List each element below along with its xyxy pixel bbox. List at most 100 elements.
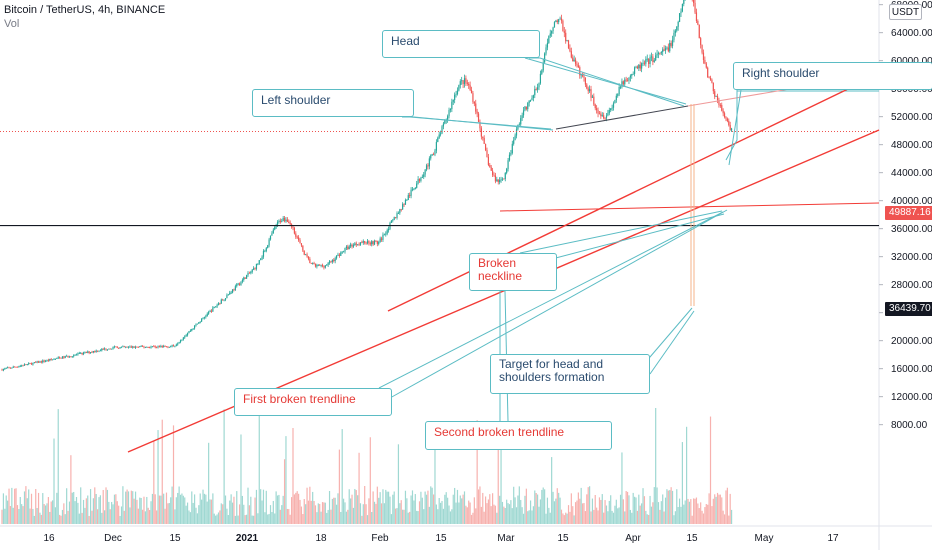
price-candle <box>50 359 52 360</box>
volume-bar <box>352 507 355 524</box>
volume-bar <box>343 498 345 524</box>
price-candle <box>149 346 151 348</box>
volume-bar <box>347 509 349 524</box>
price-candle <box>641 63 643 69</box>
volume-bar <box>219 510 221 524</box>
volume-bar <box>317 503 319 524</box>
price-candle <box>618 87 620 95</box>
currency-button[interactable]: USDT <box>889 4 922 20</box>
price-candle <box>104 348 106 350</box>
volume-bar <box>431 487 433 524</box>
price-candle <box>507 160 509 169</box>
price-candle <box>313 263 315 264</box>
price-candle <box>150 346 152 348</box>
price-candle <box>642 62 644 64</box>
volume-bar <box>500 431 502 524</box>
price-candle <box>343 251 345 253</box>
price-candle <box>88 351 90 353</box>
volume-bar <box>603 512 605 524</box>
price-candle <box>358 244 360 246</box>
price-candle <box>102 348 104 350</box>
volume-bar <box>614 505 616 524</box>
volume-bar <box>293 494 295 524</box>
left-shoulder-annotation[interactable]: Left shoulder <box>252 89 414 117</box>
x-tick-label: 17 <box>827 533 839 544</box>
volume-bar <box>275 491 277 524</box>
price-candle <box>622 81 624 85</box>
volume-bar <box>361 515 363 524</box>
price-candle <box>158 346 161 347</box>
volume-bar <box>130 490 132 524</box>
volume-bar <box>63 503 65 524</box>
price-candle <box>327 262 329 265</box>
volume-bar <box>677 506 679 524</box>
volume-bar <box>75 497 78 524</box>
price-candle <box>636 66 639 69</box>
y-tick-label: 48000.00 <box>891 140 932 151</box>
volume-bar <box>283 459 286 524</box>
volume-bar <box>451 509 453 524</box>
volume-bar <box>639 505 641 524</box>
volume-bar <box>278 494 280 524</box>
price-candle <box>37 361 40 363</box>
y-tick-label: 40000.00 <box>891 196 932 207</box>
price-candle <box>224 298 227 300</box>
price-candle <box>414 187 416 189</box>
volume-bar <box>532 506 534 524</box>
volume-bar <box>70 455 72 524</box>
volume-bar <box>621 452 623 524</box>
broken-neckline-annotation[interactable]: Broken neckline <box>469 253 557 291</box>
right-shoulder-annotation[interactable]: Right shoulder <box>733 62 932 90</box>
price-candle <box>664 48 667 51</box>
volume-bar <box>151 493 154 524</box>
x-tick-label: Feb <box>371 533 389 544</box>
volume-bar <box>243 504 245 524</box>
price-candle <box>238 283 241 285</box>
price-candle <box>440 133 442 135</box>
volume-bar <box>14 488 16 524</box>
volume-bar <box>705 504 707 524</box>
price-candle <box>74 354 76 356</box>
second-trendline-annotation[interactable]: Second broken trendline <box>425 421 612 450</box>
volume-bar <box>510 500 512 524</box>
price-candle <box>674 30 676 33</box>
target-annotation[interactable]: Target for head and shoulders formation <box>490 354 650 394</box>
volume-bar <box>123 510 125 524</box>
price-candle <box>348 246 350 250</box>
price-candle <box>179 340 182 343</box>
price-candle <box>248 272 251 274</box>
volume-bar <box>248 505 251 524</box>
volume-bar <box>525 488 527 524</box>
volume-bar <box>730 509 733 524</box>
price-candle <box>477 113 480 123</box>
volume-bar <box>617 508 619 524</box>
price-candle <box>566 40 568 42</box>
volume-bar <box>330 509 332 524</box>
volume-bar <box>175 497 177 524</box>
first-trendline-annotation[interactable]: First broken trendline <box>234 388 392 416</box>
price-candle <box>170 346 172 348</box>
volume-bar <box>583 503 585 524</box>
volume-bar <box>81 512 83 524</box>
price-candle <box>574 59 577 64</box>
price-candle <box>633 67 636 74</box>
volume-bar <box>320 511 322 524</box>
price-candle <box>570 51 572 58</box>
price-candle <box>494 175 497 182</box>
volume-bar <box>535 493 537 524</box>
price-candle <box>303 250 305 255</box>
price-candle <box>89 352 92 353</box>
volume-bar <box>57 409 59 524</box>
price-candle <box>611 107 613 109</box>
price-candle <box>657 52 660 54</box>
volume-bar <box>663 511 665 524</box>
price-candle <box>57 357 59 359</box>
price-candle <box>29 363 31 365</box>
right-shoulder-pointer <box>725 90 738 161</box>
volume-bar <box>576 500 578 524</box>
volume-bar <box>559 497 561 524</box>
volume-bar <box>546 497 549 524</box>
head-annotation[interactable]: Head <box>382 30 540 58</box>
